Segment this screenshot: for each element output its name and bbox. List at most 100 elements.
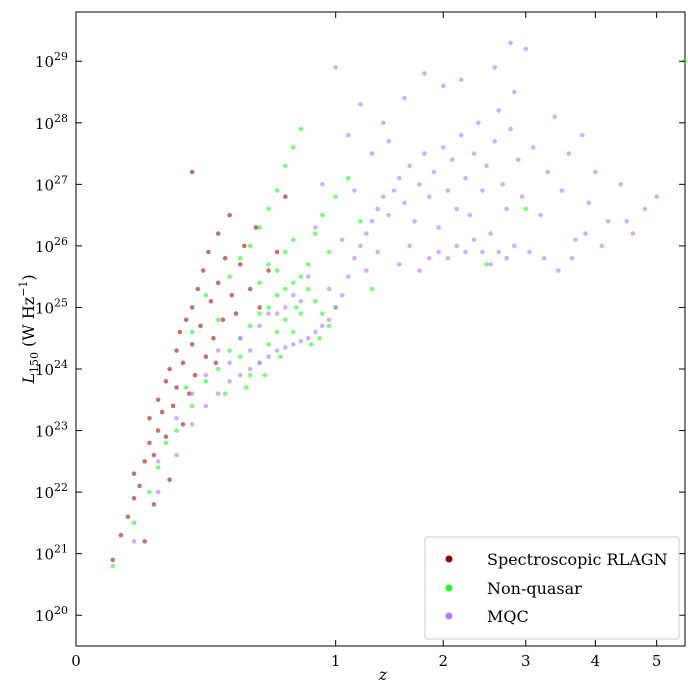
data-point	[512, 243, 517, 249]
data-point	[215, 366, 221, 372]
data-point	[257, 360, 262, 366]
legend-marker-mqc	[445, 612, 453, 620]
data-point	[630, 231, 636, 236]
data-point	[203, 403, 209, 409]
data-point	[142, 539, 147, 544]
data-point	[305, 335, 311, 341]
data-point	[189, 342, 195, 347]
data-point	[237, 255, 243, 261]
data-point	[317, 335, 322, 341]
y-axis-label-main: L	[19, 373, 38, 385]
data-point	[189, 422, 195, 427]
data-point	[450, 157, 455, 163]
data-point	[375, 249, 381, 255]
data-point	[266, 354, 271, 360]
data-point	[290, 292, 296, 298]
data-point	[298, 311, 304, 316]
data-point	[458, 132, 464, 138]
x-tick-label: 0	[71, 652, 81, 670]
data-point	[215, 231, 221, 236]
data-point	[283, 286, 288, 292]
data-point	[174, 428, 179, 433]
x-tick-label: 4	[591, 652, 601, 670]
data-point	[417, 268, 422, 273]
y-tick-label: 1024	[35, 358, 68, 379]
data-point	[155, 459, 161, 464]
y-axis-label-unit-sup: −1	[17, 281, 30, 297]
data-point	[519, 194, 525, 199]
data-point	[192, 372, 198, 378]
data-point	[215, 280, 221, 286]
data-point	[262, 372, 268, 378]
data-point	[183, 317, 189, 323]
data-point	[266, 342, 271, 347]
data-point	[283, 305, 288, 310]
data-point	[110, 563, 116, 569]
data-point	[155, 428, 161, 433]
y-tick-label: 1020	[35, 604, 68, 625]
data-point	[369, 286, 375, 292]
data-point	[298, 126, 304, 132]
data-point	[541, 255, 547, 261]
data-point	[654, 194, 659, 199]
data-point	[241, 243, 247, 249]
data-point	[189, 329, 195, 335]
data-point	[480, 249, 485, 255]
data-point	[151, 452, 157, 458]
data-point	[397, 175, 402, 181]
series-layer	[110, 40, 688, 569]
data-point	[407, 163, 412, 169]
data-point	[445, 255, 451, 261]
data-point	[496, 108, 502, 113]
x-axis: 0 1 2 3 4 5	[71, 12, 661, 670]
data-point	[290, 280, 296, 286]
data-point	[504, 255, 509, 261]
data-point	[624, 218, 630, 224]
data-point	[159, 409, 165, 415]
data-point	[177, 329, 183, 335]
data-point	[431, 169, 437, 175]
data-point	[500, 182, 506, 187]
data-point	[436, 249, 441, 255]
data-point	[257, 225, 262, 230]
data-point	[163, 440, 169, 446]
data-point	[294, 305, 299, 310]
data-point	[484, 262, 489, 267]
data-point	[283, 194, 288, 199]
y-tick-label: 1023	[35, 420, 68, 441]
data-point	[266, 305, 271, 310]
data-point	[155, 465, 161, 470]
data-point	[508, 40, 513, 46]
data-point	[527, 249, 532, 255]
data-point	[436, 225, 441, 230]
data-point	[131, 539, 137, 544]
data-point	[220, 317, 226, 323]
data-point	[618, 182, 624, 187]
data-point	[283, 345, 288, 350]
data-point	[573, 237, 578, 243]
y-tick-label: 1026	[35, 235, 68, 256]
series-non-quasar	[110, 58, 688, 569]
data-point	[358, 218, 363, 224]
y-axis-label: L150 (W Hz−1)	[17, 274, 41, 384]
data-point	[320, 212, 325, 218]
data-point	[445, 188, 451, 193]
data-point	[163, 379, 169, 384]
data-point	[283, 317, 288, 323]
data-point	[492, 138, 498, 144]
data-point	[131, 471, 137, 476]
data-point	[227, 348, 232, 353]
data-point	[163, 434, 169, 440]
legend-label-spectroscopic-rlagn: Spectroscopic RLAGN	[487, 550, 668, 569]
data-point	[440, 83, 446, 89]
y-axis-label-unit: (W Hz	[19, 297, 38, 352]
data-point	[305, 274, 311, 279]
y-tick-label: 1028	[35, 112, 68, 133]
data-point	[358, 102, 363, 107]
data-point	[229, 292, 235, 298]
data-point	[247, 243, 253, 249]
data-point	[189, 403, 195, 409]
data-point	[137, 483, 142, 489]
data-point	[467, 212, 473, 218]
data-point	[183, 385, 189, 390]
